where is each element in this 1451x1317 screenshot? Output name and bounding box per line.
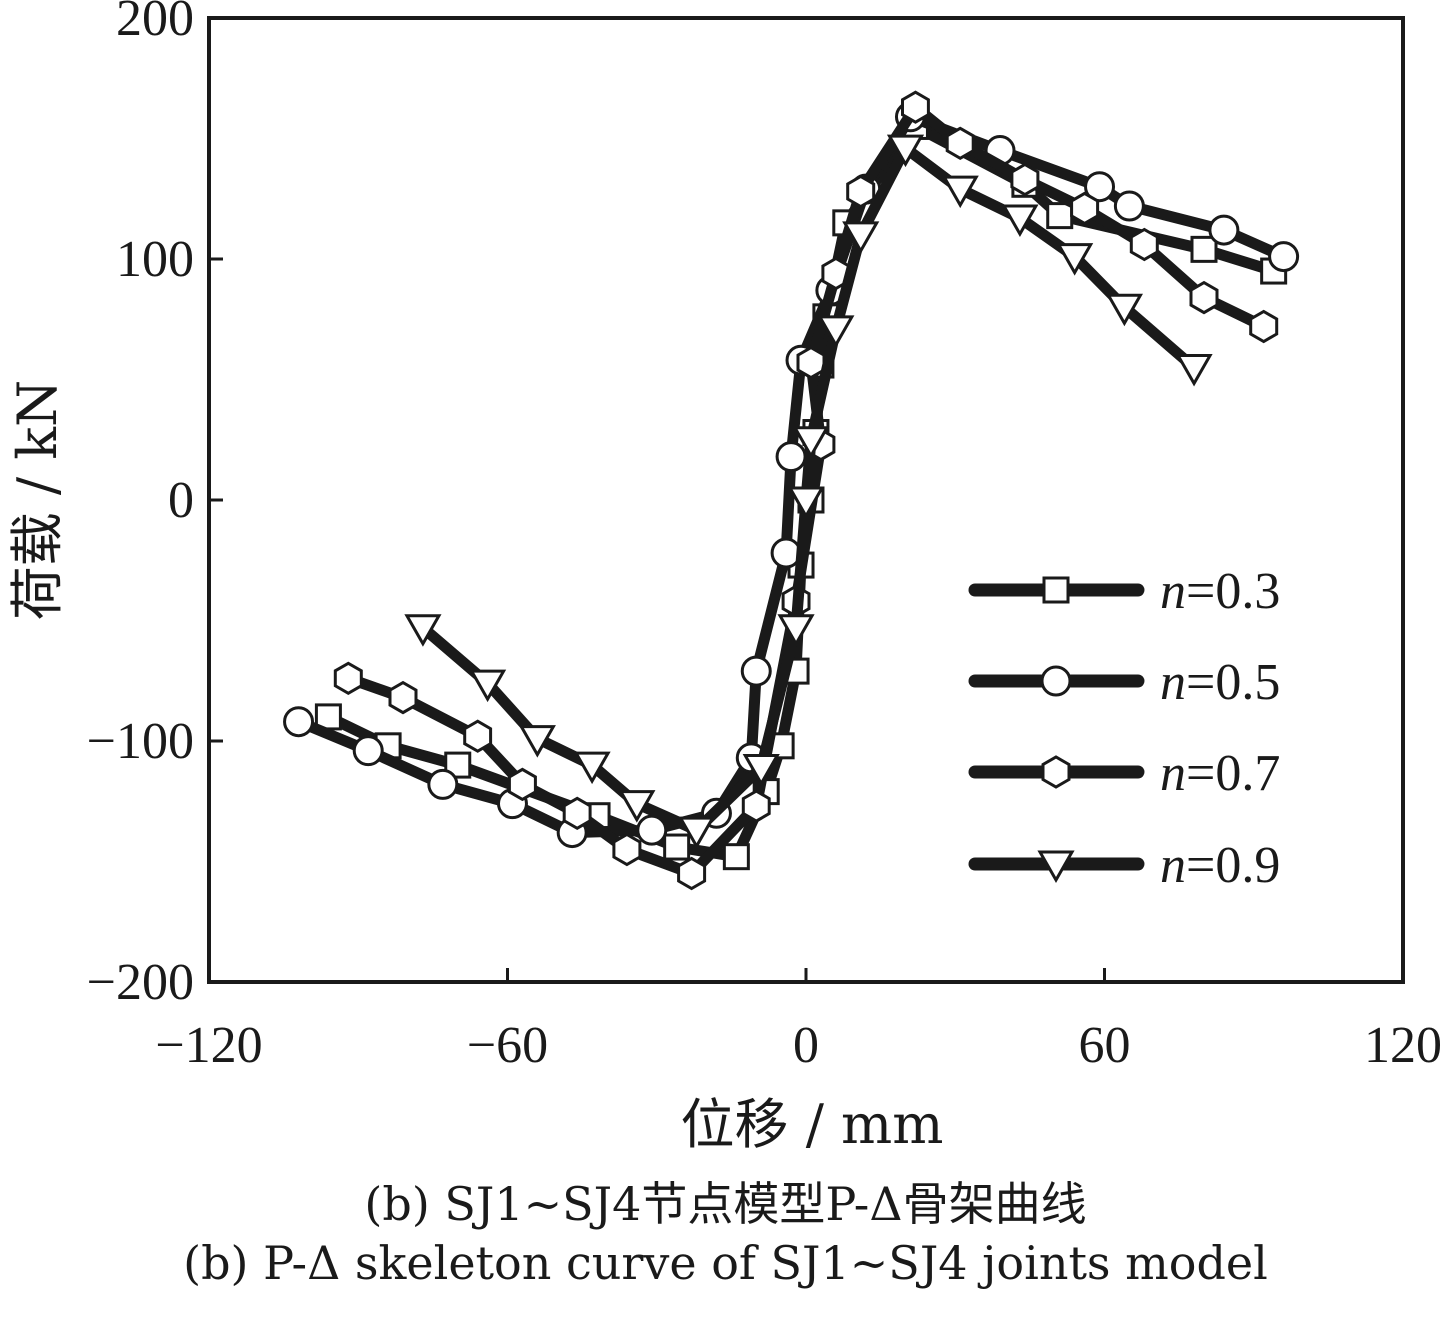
legend-marker-square <box>1042 576 1070 604</box>
square-data-point <box>1046 202 1074 230</box>
hexagon-data-point <box>612 832 642 867</box>
triangle-data-point <box>518 725 556 758</box>
circle-data-point <box>1268 241 1300 273</box>
hexagon-data-point <box>1189 280 1219 315</box>
triangle-data-point <box>941 175 979 209</box>
circle-data-point <box>1208 214 1240 246</box>
triangle-data-point <box>792 426 830 459</box>
legend-label-variable: n <box>1160 563 1186 620</box>
legend-label-value: =0.5 <box>1186 654 1280 711</box>
triangle-data-point <box>817 315 855 348</box>
triangle-data-point <box>618 790 656 823</box>
y-tick-label: −200 <box>87 954 194 1011</box>
circle-data-point <box>1084 171 1116 203</box>
chart: −120 −60 0 60 120 −200 −100 0 100 200 荷载 / kN 位移 … <box>6 0 1442 1156</box>
square-data-point <box>1190 235 1218 263</box>
triangle-data-point <box>842 221 880 254</box>
hexagon-data-point <box>901 90 930 124</box>
triangle-data-point <box>1175 353 1213 387</box>
hexagon-data-point <box>463 719 493 753</box>
hexagon-data-point <box>945 126 975 161</box>
legend-label: n=0.9 <box>1160 837 1280 894</box>
x-axis-title: 位移 / mm <box>681 1093 944 1156</box>
hexagon-data-point <box>1010 162 1040 197</box>
triangle-data-point <box>1105 293 1143 327</box>
square-data-point <box>663 833 691 861</box>
circle-data-point <box>427 768 459 800</box>
triangle-data-point <box>886 134 925 168</box>
x-tick-label: 60 <box>1079 1017 1131 1074</box>
legend: n=0.3n=0.5n=0.7n=0.9 <box>968 563 1280 894</box>
legend-marker-hexagon <box>1041 755 1071 789</box>
y-tick-label: 100 <box>116 231 194 288</box>
x-tick-label: 0 <box>793 1017 819 1074</box>
legend-label: n=0.5 <box>1160 654 1280 711</box>
triangle-data-point <box>777 614 815 647</box>
hexagon-data-point <box>1070 191 1100 226</box>
triangle-data-point <box>787 486 825 520</box>
caption-chinese: (b) SJ1~SJ4节点模型P-Δ骨架曲线 <box>364 1177 1087 1231</box>
hexagon-data-point <box>388 680 418 715</box>
hexagon-data-point <box>846 174 876 209</box>
y-tick-label: 200 <box>116 0 194 47</box>
circle-data-point <box>740 655 772 687</box>
hexagon-data-point <box>562 796 592 831</box>
x-tick-label: 120 <box>1364 1017 1442 1074</box>
legend-label-variable: n <box>1160 654 1186 711</box>
triangle-data-point <box>469 669 507 703</box>
legend-label-value: =0.7 <box>1186 745 1280 802</box>
legend-marker-triangle <box>1037 850 1075 884</box>
y-tick-label: 0 <box>168 472 194 529</box>
legend-label: n=0.7 <box>1160 745 1280 802</box>
circle-data-point <box>283 706 315 738</box>
y-axis-title: 荷载 / kN <box>6 380 69 621</box>
circle-data-point <box>352 735 384 767</box>
hexagon-data-point <box>1249 309 1279 344</box>
hexagon-data-point <box>741 789 771 823</box>
legend-label: n=0.3 <box>1160 563 1280 620</box>
square-data-point <box>722 843 750 871</box>
triangle-data-point <box>573 751 611 785</box>
circle-data-point <box>775 441 807 473</box>
hexagon-data-point <box>333 661 363 696</box>
square-data-point <box>444 751 472 779</box>
legend-label-value: =0.9 <box>1186 837 1280 894</box>
series-layer <box>283 90 1300 891</box>
circle-data-point <box>1113 190 1145 222</box>
y-tick-label: −100 <box>87 713 194 770</box>
caption-english: (b) P-Δ skeleton curve of SJ1~SJ4 joints… <box>183 1236 1268 1290</box>
legend-label-variable: n <box>1160 837 1186 894</box>
hexagon-data-point <box>677 856 707 891</box>
hexagon-data-point <box>507 767 537 802</box>
hexagon-data-point <box>796 345 826 380</box>
axis-layer: −120 −60 0 60 120 −200 −100 0 100 200 <box>87 0 1442 1074</box>
triangle-data-point <box>1056 243 1094 276</box>
triangle-data-point <box>1001 204 1039 238</box>
triangle-data-point <box>404 614 442 647</box>
legend-marker-circle <box>1040 665 1072 697</box>
legend-label-variable: n <box>1160 745 1186 802</box>
triangle-data-point <box>742 754 780 787</box>
x-tick-label: −60 <box>467 1017 548 1074</box>
hexagon-data-point <box>1129 227 1159 262</box>
triangle-data-point <box>677 816 716 850</box>
x-tick-label: −120 <box>155 1017 262 1074</box>
legend-label-value: =0.3 <box>1186 563 1280 620</box>
series-triangle <box>404 134 1213 850</box>
